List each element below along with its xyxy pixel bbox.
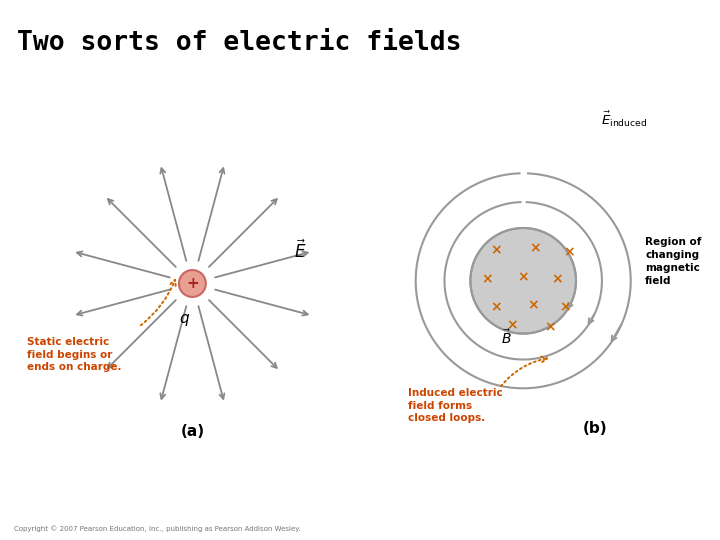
Text: (a): (a) bbox=[180, 424, 204, 438]
Text: ×: × bbox=[506, 318, 518, 332]
Text: (b): (b) bbox=[583, 421, 608, 436]
Text: +: + bbox=[186, 276, 199, 291]
Text: $\vec{B}$: $\vec{B}$ bbox=[500, 329, 511, 347]
Text: ×: × bbox=[518, 270, 529, 284]
Text: ×: × bbox=[527, 299, 539, 313]
Text: ×: × bbox=[544, 320, 556, 334]
Text: Copyright © 2007 Pearson Education, Inc., publishing as Pearson Addison Wesley.: Copyright © 2007 Pearson Education, Inc.… bbox=[14, 525, 301, 532]
Text: $q$: $q$ bbox=[179, 313, 189, 328]
Circle shape bbox=[179, 270, 206, 297]
Text: ×: × bbox=[490, 301, 502, 315]
Circle shape bbox=[470, 228, 576, 334]
Text: Induced electric
field forms
closed loops.: Induced electric field forms closed loop… bbox=[408, 388, 503, 423]
Text: Region of
changing
magnetic
field: Region of changing magnetic field bbox=[645, 237, 701, 286]
Text: $\vec{E}$: $\vec{E}$ bbox=[294, 239, 306, 261]
Text: Static electric
field begins or
ends on charge.: Static electric field begins or ends on … bbox=[27, 338, 121, 372]
Text: ×: × bbox=[481, 272, 492, 286]
Text: Two sorts of electric fields: Two sorts of electric fields bbox=[17, 30, 461, 56]
Text: ×: × bbox=[551, 272, 562, 286]
Text: $\vec{E}_{\mathrm{induced}}$: $\vec{E}_{\mathrm{induced}}$ bbox=[600, 110, 647, 129]
Text: ×: × bbox=[529, 241, 541, 255]
Text: ×: × bbox=[559, 301, 571, 315]
Text: ×: × bbox=[490, 243, 502, 257]
Text: ×: × bbox=[564, 245, 575, 259]
